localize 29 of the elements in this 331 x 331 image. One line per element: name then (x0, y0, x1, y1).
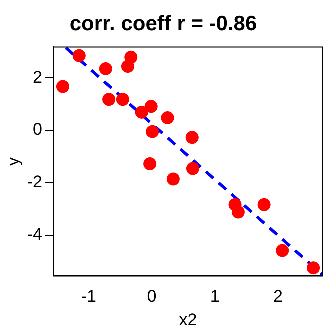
point (166, 172, 180, 186)
point (99, 62, 112, 76)
point (186, 131, 199, 144)
point (232, 206, 245, 219)
point (144, 100, 158, 114)
y-tick-label: 0 (33, 120, 43, 140)
y-axis-title: y (4, 156, 23, 166)
x-tick-label: 1 (210, 287, 220, 306)
x-tick-label: 0 (147, 287, 157, 306)
point (276, 244, 290, 258)
y-tick-label: 2 (33, 68, 43, 87)
x-tick-label: -1 (81, 287, 96, 306)
x-axis-title: x2 (179, 310, 198, 330)
point (146, 125, 160, 138)
point (144, 158, 157, 171)
y-tick-label: -4 (27, 225, 43, 244)
point (102, 93, 116, 106)
point (135, 106, 148, 119)
point (307, 262, 320, 275)
point (56, 80, 70, 94)
point (72, 49, 86, 62)
chart-title: corr. coeff r = -0.86 (70, 12, 258, 36)
point (161, 111, 174, 124)
point (116, 93, 130, 106)
x-tick-label: 2 (273, 287, 283, 306)
point (186, 162, 200, 176)
point (258, 198, 271, 212)
point (121, 60, 134, 74)
y-tick-label: -2 (27, 172, 43, 192)
